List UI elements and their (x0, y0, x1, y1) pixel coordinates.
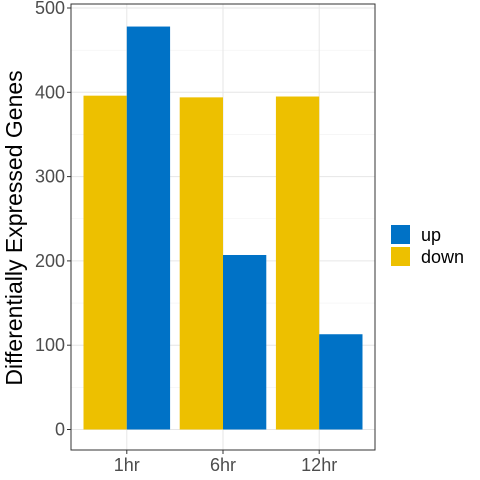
bars (83, 26, 363, 430)
y-tick-label: 100 (35, 335, 65, 355)
y-axis: 0 100 200 300 400 500 (35, 0, 71, 440)
legend-key-up (391, 225, 410, 244)
y-tick-label: 400 (35, 82, 65, 102)
y-tick-label: 500 (35, 0, 65, 18)
bar-up-6hr (223, 254, 267, 430)
y-tick-label: 0 (55, 420, 65, 440)
y-tick-label: 200 (35, 251, 65, 271)
y-tick-label: 300 (35, 167, 65, 187)
legend-key-down (391, 247, 410, 266)
x-tick-label: 1hr (114, 455, 140, 475)
legend-label-up: up (421, 225, 441, 245)
legend-label-down: down (421, 247, 464, 267)
bar-down-6hr (179, 97, 223, 430)
x-tick-label: 12hr (301, 455, 337, 475)
bar-up-1hr (126, 26, 171, 430)
bar-down-12hr (275, 96, 320, 430)
x-tick-label: 6hr (210, 455, 236, 475)
y-axis-title: Differentially Expressed Genes (1, 70, 27, 385)
bar-down-1hr (83, 95, 127, 430)
x-axis: 1hr 6hr 12hr (114, 450, 337, 475)
bar-up-12hr (319, 334, 363, 430)
